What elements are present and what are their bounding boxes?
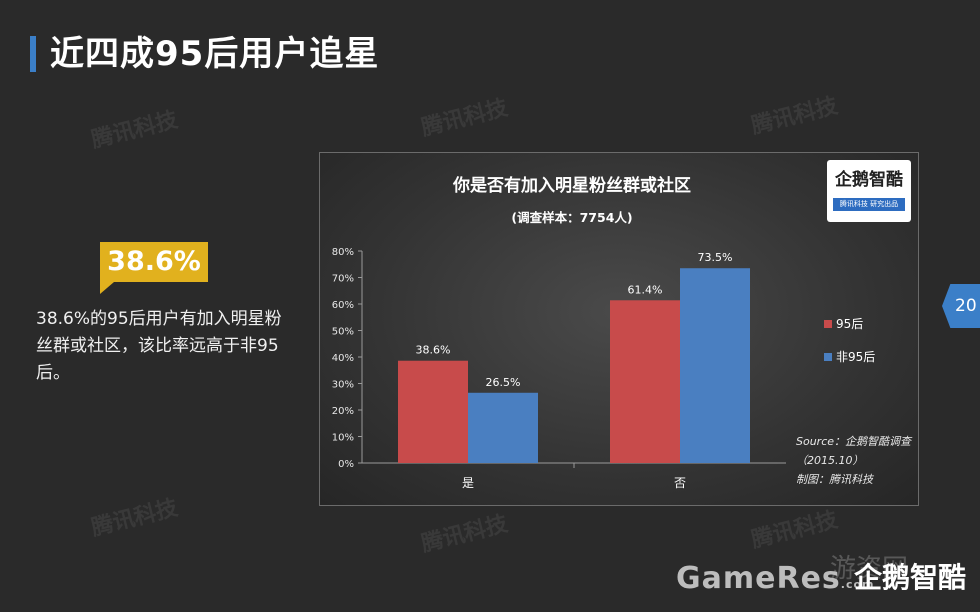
y-tick-label: 60% bbox=[332, 300, 354, 311]
highlight-callout: 38.6% bbox=[100, 242, 208, 282]
callout-tail bbox=[100, 282, 114, 294]
data-label: 38.6% bbox=[416, 344, 451, 357]
bar-chart: 你是否有加入明星粉丝群或社区 (调查样本：7754人) 0% 10% 20% 30% 40%… bbox=[332, 175, 913, 490]
data-label: 73.5% bbox=[698, 251, 733, 264]
y-tick-label: 40% bbox=[332, 353, 354, 364]
brand-logo: 企鹅智酷 腾讯科技 研究出品 bbox=[827, 160, 911, 222]
bar-non95-0 bbox=[468, 392, 538, 463]
y-tick-label: 30% bbox=[332, 380, 354, 391]
legend-swatch bbox=[824, 353, 832, 361]
page-number-tab bbox=[942, 284, 980, 328]
legend-label: 95后 bbox=[836, 317, 863, 331]
footer-background-text: 游资网 bbox=[830, 554, 909, 584]
footer-brand: GameRes.com bbox=[676, 560, 875, 604]
source-note: 制图：腾讯科技 bbox=[796, 473, 875, 486]
y-tick-label: 0% bbox=[338, 459, 354, 470]
y-tick-label: 10% bbox=[332, 433, 354, 444]
slide-description: 38.6%的95后用户有加入明星粉丝群或社区，该比率远高于非95后。 bbox=[36, 309, 282, 383]
y-tick-label: 80% bbox=[332, 247, 354, 258]
watermark-text: 腾讯科技 bbox=[748, 93, 841, 140]
watermark-text: 腾讯科技 bbox=[88, 495, 181, 542]
y-tick-label: 50% bbox=[332, 327, 354, 338]
data-label: 26.5% bbox=[486, 376, 521, 389]
data-label: 61.4% bbox=[628, 283, 663, 296]
logo-name: 企鹅智酷 bbox=[835, 170, 903, 190]
watermark-text: 腾讯科技 bbox=[418, 511, 511, 558]
chart-title: 你是否有加入明星粉丝群或社区 bbox=[452, 175, 691, 196]
footer-brand-name: GameRes bbox=[676, 561, 841, 596]
watermark-text: 腾讯科技 bbox=[418, 95, 511, 142]
legend-swatch bbox=[824, 320, 832, 328]
footer-logo-name: 企鹅智酷 bbox=[854, 561, 967, 594]
y-tick-label: 20% bbox=[332, 406, 354, 417]
bar-95-1 bbox=[610, 300, 680, 463]
logo-subtitle: 腾讯科技 研究出品 bbox=[833, 198, 905, 211]
legend-label: 非95后 bbox=[836, 350, 875, 364]
source-note: （2015.10） bbox=[796, 454, 864, 467]
y-tick-label: 70% bbox=[332, 274, 354, 285]
page-number: 20 bbox=[955, 296, 977, 316]
source-note: Source：企鹅智酷调查 bbox=[796, 435, 913, 448]
bar-non95-1 bbox=[680, 268, 750, 463]
footer-brand-domain: .com bbox=[840, 578, 875, 591]
x-tick-label: 否 bbox=[674, 476, 686, 490]
bar-95-0 bbox=[398, 360, 468, 463]
x-tick-label: 是 bbox=[462, 476, 474, 490]
watermark-text: 腾讯科技 bbox=[748, 507, 841, 554]
chart-subtitle: (调查样本：7754人) bbox=[511, 210, 632, 225]
slide-title: 近四成95后用户追星 bbox=[50, 34, 380, 74]
chart-panel: 你是否有加入明星粉丝群或社区 (调查样本：7754人) 0% 10% 20% 30% 40%… bbox=[319, 152, 919, 506]
watermark-text: 腾讯科技 bbox=[88, 107, 181, 154]
title-accent-bar bbox=[30, 36, 36, 72]
